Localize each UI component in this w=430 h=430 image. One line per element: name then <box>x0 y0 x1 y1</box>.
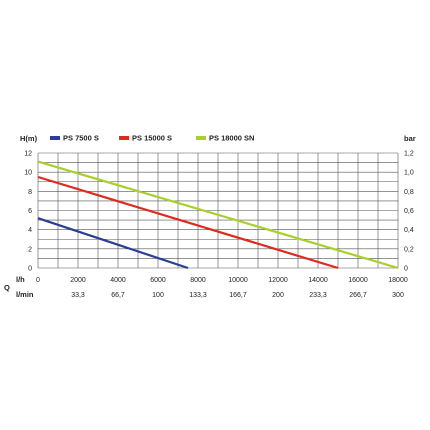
series-lines <box>37 160 399 270</box>
x-tick-label: 14000 <box>308 277 328 284</box>
y-tick-right-label: 0,4 <box>404 227 414 234</box>
legend-label-2: PS 18000 SN <box>209 134 254 143</box>
series-line-0 <box>37 217 189 270</box>
legend-label-0: PS 7500 S <box>63 134 99 143</box>
y-axis-right-label: bar <box>404 134 416 143</box>
x-tick-label: 8000 <box>190 277 206 284</box>
y-tick-right-label: 1,0 <box>404 170 414 177</box>
x-alt-tick-label: 233,3 <box>309 292 327 299</box>
tick-labels: 0 2 4 6 8 10 12 0 0,2 0,4 0,6 0,8 1,0 1,2 0 2000 4000 600… <box>24 151 414 300</box>
x-tick-label: 16000 <box>348 277 368 284</box>
x-tick-label: 6000 <box>150 277 166 284</box>
series-line-2 <box>37 160 399 270</box>
legend-label-1: PS 15000 S <box>132 134 172 143</box>
x-alt-tick-label: 200 <box>272 292 284 299</box>
y-tick-right-label: 0,6 <box>404 208 414 215</box>
x-tick-label: 10000 <box>228 277 248 284</box>
y-tick-left-label: 12 <box>24 151 32 158</box>
x-alt-tick-label: 300 <box>392 292 404 299</box>
x-alt-tick-label: 166,7 <box>229 292 247 299</box>
x-tick-label: 0 <box>36 277 40 284</box>
x-tick-label: 4000 <box>110 277 126 284</box>
y-tick-left-label: 2 <box>28 246 32 253</box>
x-alt-tick-label: 133,3 <box>189 292 207 299</box>
x-alt-tick-label: 33,3 <box>71 292 85 299</box>
x-axis-lh-label: l/h <box>16 275 25 284</box>
series-line-1 <box>37 175 339 270</box>
grid <box>37 152 399 269</box>
legend-swatch-1 <box>119 136 129 140</box>
legend-swatch-0 <box>50 136 60 140</box>
legend-swatch-2 <box>196 136 206 140</box>
legend: PS 7500 S PS 15000 S PS 18000 SN <box>50 134 254 143</box>
x-axis-group-label: Q <box>4 283 10 292</box>
x-alt-tick-label: 266,7 <box>349 292 367 299</box>
y-tick-right-label: 0 <box>404 266 408 273</box>
y-tick-left-label: 6 <box>28 208 32 215</box>
y-axis-left-label: H(m) <box>20 134 38 143</box>
y-tick-right-label: 0,2 <box>404 246 414 253</box>
y-tick-left-label: 8 <box>28 189 32 196</box>
y-tick-right-label: 0,8 <box>404 189 414 196</box>
x-tick-label: 2000 <box>70 277 86 284</box>
x-axis-lmin-label: l/min <box>16 290 34 299</box>
y-tick-left-label: 4 <box>28 227 32 234</box>
x-alt-tick-label: 66,7 <box>111 292 125 299</box>
x-tick-label: 18000 <box>388 277 408 284</box>
y-tick-right-label: 1,2 <box>404 151 414 158</box>
x-alt-tick-label: 100 <box>152 292 164 299</box>
x-tick-label: 12000 <box>268 277 288 284</box>
y-tick-left-label: 0 <box>28 266 32 273</box>
y-tick-left-label: 10 <box>24 170 32 177</box>
